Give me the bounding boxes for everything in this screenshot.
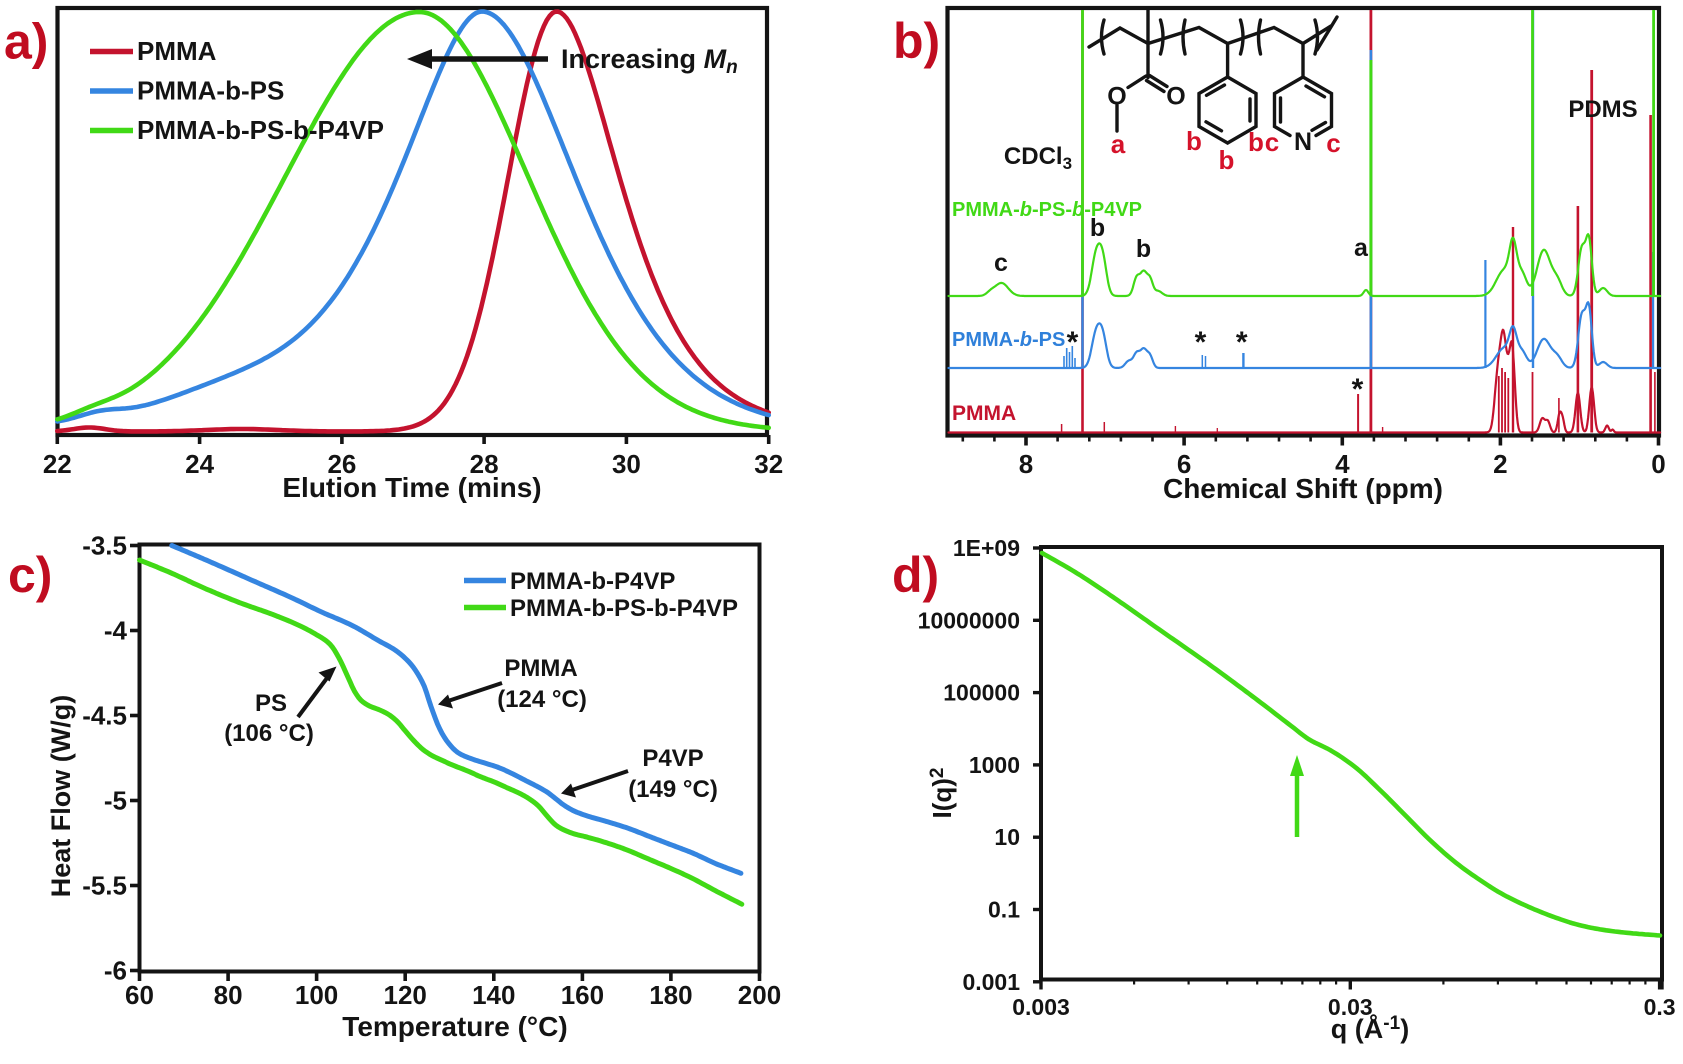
svg-text:P4VP: P4VP: [642, 745, 703, 772]
svg-text:a: a: [1354, 234, 1369, 262]
svg-text:PMMA-b-PS-b-P4VP: PMMA-b-PS-b-P4VP: [137, 115, 384, 145]
svg-text:80: 80: [214, 980, 243, 1010]
svg-text:32: 32: [754, 449, 783, 479]
svg-text:PDMS: PDMS: [1568, 96, 1637, 123]
svg-text:PMMA: PMMA: [504, 655, 577, 682]
svg-text:*: *: [1236, 326, 1248, 359]
svg-text:28: 28: [470, 449, 499, 479]
svg-text:*: *: [1195, 326, 1207, 359]
svg-text:b: b: [1186, 126, 1202, 156]
svg-text:1E+09: 1E+09: [953, 535, 1020, 561]
svg-text:Chemical Shift (ppm): Chemical Shift (ppm): [1163, 473, 1443, 504]
svg-text:100: 100: [295, 980, 338, 1010]
svg-text:140: 140: [472, 980, 515, 1010]
svg-text:CDCl3: CDCl3: [1004, 143, 1072, 173]
svg-text:a): a): [4, 14, 48, 70]
svg-text:Heat Flow (W/g): Heat Flow (W/g): [46, 695, 76, 897]
svg-text:(149 °C): (149 °C): [628, 776, 718, 803]
svg-text:PS: PS: [255, 690, 287, 717]
svg-text:*: *: [1067, 326, 1079, 359]
svg-text:8: 8: [1019, 449, 1033, 479]
svg-text:PMMA-b-PS-b-P4VP: PMMA-b-PS-b-P4VP: [510, 595, 738, 622]
svg-text:24: 24: [185, 449, 214, 479]
svg-text:O: O: [1166, 83, 1185, 111]
svg-text:120: 120: [384, 980, 427, 1010]
svg-text:b: b: [1248, 127, 1264, 157]
svg-text:c: c: [1265, 127, 1279, 157]
svg-text:10: 10: [994, 824, 1020, 850]
svg-text:180: 180: [649, 980, 692, 1010]
svg-text:0.1: 0.1: [988, 897, 1020, 923]
svg-text:-3.5: -3.5: [82, 531, 127, 561]
svg-text:a: a: [1111, 129, 1126, 159]
svg-text:q (Å-1): q (Å-1): [1331, 1013, 1409, 1044]
svg-text:Elution Time (mins): Elution Time (mins): [282, 472, 541, 503]
svg-text:0: 0: [1651, 449, 1665, 479]
svg-text:-4: -4: [104, 616, 128, 646]
svg-text:PMMA: PMMA: [952, 402, 1016, 425]
svg-text:Increasing Mn: Increasing Mn: [561, 44, 738, 78]
svg-text:(124 °C): (124 °C): [497, 686, 587, 713]
svg-text:d): d): [892, 547, 939, 603]
svg-text:2: 2: [1493, 449, 1507, 479]
svg-text:0.001: 0.001: [962, 969, 1020, 995]
svg-text:100000: 100000: [943, 680, 1020, 706]
svg-text:(106 °C): (106 °C): [224, 720, 314, 747]
svg-text:10000000: 10000000: [918, 607, 1020, 633]
svg-text:30: 30: [612, 449, 641, 479]
svg-text:c: c: [1326, 128, 1340, 158]
svg-text:0.3: 0.3: [1644, 994, 1676, 1020]
svg-text:1000: 1000: [969, 752, 1020, 778]
svg-text:c: c: [994, 249, 1008, 277]
svg-text:-5: -5: [104, 786, 127, 816]
svg-text:PMMA-b-PS-b-P4VP: PMMA-b-PS-b-P4VP: [952, 199, 1142, 221]
svg-text:-4.5: -4.5: [82, 701, 127, 731]
svg-text:b: b: [1136, 235, 1151, 263]
svg-text:160: 160: [561, 980, 604, 1010]
svg-text:PMMA: PMMA: [137, 36, 217, 66]
svg-text:PMMA-b-PS: PMMA-b-PS: [137, 76, 284, 106]
svg-text:PMMA-b-P4VP: PMMA-b-P4VP: [510, 568, 675, 595]
svg-text:*: *: [1352, 373, 1364, 406]
svg-text:22: 22: [43, 449, 72, 479]
svg-text:-6: -6: [104, 956, 127, 986]
svg-text:-5.5: -5.5: [82, 871, 127, 901]
svg-text:b: b: [1090, 214, 1105, 242]
svg-text:0.003: 0.003: [1012, 994, 1070, 1020]
svg-text:b: b: [1219, 145, 1235, 175]
svg-text:26: 26: [327, 449, 356, 479]
svg-text:6: 6: [1177, 449, 1191, 479]
svg-text:PMMA-b-PS: PMMA-b-PS: [952, 329, 1065, 351]
svg-text:c): c): [8, 547, 52, 603]
svg-text:200: 200: [738, 980, 781, 1010]
svg-text:0.03: 0.03: [1328, 994, 1373, 1020]
svg-text:O: O: [1107, 83, 1126, 111]
svg-text:Temperature (°C): Temperature (°C): [342, 1011, 567, 1042]
svg-text:60: 60: [125, 980, 154, 1010]
svg-text:b): b): [893, 13, 940, 69]
svg-text:4: 4: [1335, 449, 1350, 479]
svg-text:N: N: [1294, 128, 1312, 156]
